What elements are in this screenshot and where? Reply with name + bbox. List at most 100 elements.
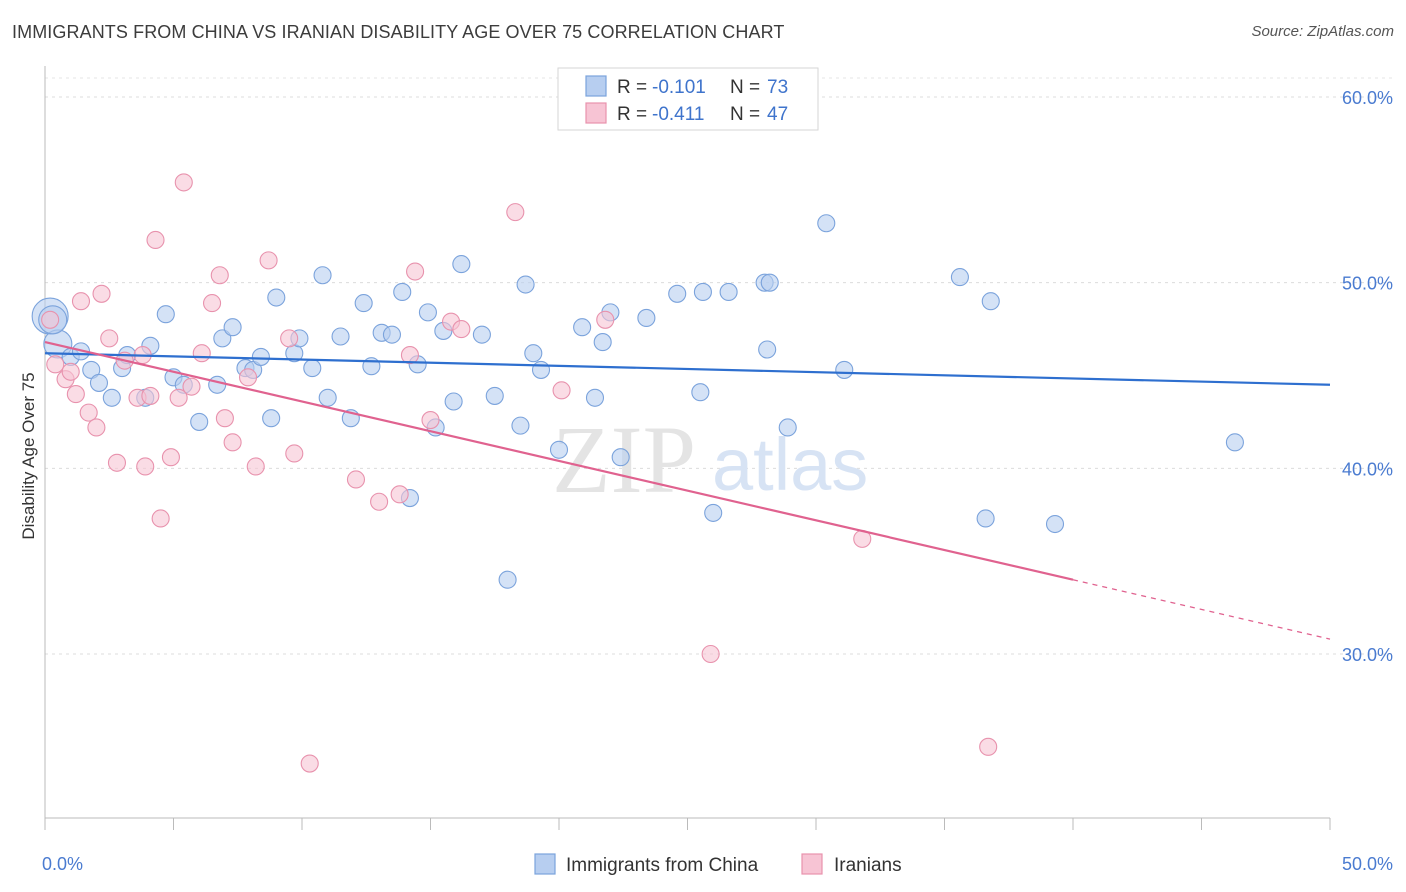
trend-line-iran-extrapolated [1072,579,1331,640]
y-tick-label-3: 60.0% [1342,88,1393,108]
iran-point-42 [596,310,615,329]
china-point-52 [593,333,612,352]
iran-point-20 [182,377,201,396]
iran-point-33 [370,492,389,511]
iran-point-35 [400,346,419,365]
china-point-41 [452,255,471,274]
china-point-21 [262,409,281,428]
legend-swatch-china [585,75,607,97]
axes [44,66,1331,830]
china-point-37 [418,303,437,322]
trend-line-china [44,352,1331,386]
iran-point-4 [66,385,85,404]
legend-n-value-iran: 47 [767,104,788,125]
iran-point-41 [552,381,571,400]
bottom-legend-label-china: Immigrants from China [566,855,759,876]
iran-point-27 [246,457,265,476]
china-point-59 [704,503,723,522]
china-point-55 [637,308,656,327]
series-legend: Immigrants from China Iranians [534,853,902,876]
y-tick-labels: 30.0% 40.0% 50.0% 60.0% [1342,88,1393,665]
chart-title: IMMIGRANTS FROM CHINA VS IRANIAN DISABIL… [12,22,785,42]
x-tick-label-0: 0.0% [42,854,83,874]
china-point-44 [498,570,517,589]
trend-line-iran [44,341,1074,581]
iran-point-39 [452,320,471,339]
china-point-70 [1045,514,1065,534]
iran-point-3 [61,362,80,381]
iran-point-10 [107,453,127,472]
china-point-34 [393,282,412,302]
china-point-46 [516,275,535,294]
china-point-17 [223,318,242,337]
china-point-71 [1225,433,1244,452]
china-point-28 [331,327,350,346]
iran-point-5 [71,292,91,311]
source-credit: Source: ZipAtlas.com [1251,23,1394,40]
china-point-49 [549,440,569,459]
china-point-56 [668,284,687,303]
china-point-45 [511,416,530,435]
legend-r-label-iran: R = [617,104,647,125]
correlation-legend: R = -0.101 N = 73 R = -0.411 N = 47 [557,67,819,131]
iran-point-43 [701,644,720,664]
iran-point-13 [136,457,155,476]
iran-point-24 [215,409,234,428]
iran-point-31 [300,754,319,773]
china-point-22 [267,288,286,307]
china-point-42 [472,325,491,344]
iran-point-8 [92,284,111,303]
bottom-legend-label-iran: Iranians [834,855,902,876]
china-point-54 [611,448,630,467]
legend-swatch-iran [585,102,607,124]
china-point-65 [817,214,836,233]
china-point-33 [382,325,402,344]
china-point-20 [251,347,270,366]
china-point-51 [585,388,605,407]
iran-point-15 [146,230,165,250]
legend-n-label-china: N = [730,77,760,98]
y-tick-label-1: 40.0% [1342,459,1393,479]
legend-r-value-iran: -0.411 [652,104,704,125]
china-point-64 [778,418,797,437]
bottom-legend-swatch-china [534,853,556,875]
iran-point-0 [41,310,60,329]
china-point-16 [213,329,232,348]
y-tick-label-2: 50.0% [1342,274,1393,294]
china-point-43 [485,386,504,405]
iran-point-21 [192,344,211,363]
iran-point-22 [203,294,222,313]
china-point-25 [303,359,322,378]
y-tick-label-0: 30.0% [1342,645,1393,665]
x-tick-labels: 0.0% 50.0% [42,854,1393,874]
iran-point-30 [285,444,304,463]
iran-point-37 [421,411,440,430]
iran-point-6 [79,403,98,422]
china-point-67 [950,268,969,287]
iran-point-23 [210,266,229,285]
iran-point-16 [151,509,170,528]
iran-point-9 [100,329,119,348]
iran-point-14 [141,386,160,405]
iran-point-45 [979,737,998,756]
china-point-26 [313,266,332,285]
x-tick-label-1: 50.0% [1342,854,1393,874]
legend-n-label-iran: N = [730,104,760,125]
china-point-63 [758,340,777,359]
china-point-57 [691,383,710,402]
china-point-5 [89,373,109,392]
iran-point-34 [390,485,409,504]
china-point-60 [719,282,738,302]
bottom-legend-swatch-iran [801,853,823,875]
legend-r-value-china: -0.101 [652,77,706,98]
iran-point-17 [161,448,180,467]
china-point-69 [981,292,1000,311]
china-point-27 [318,388,337,407]
china-point-40 [444,392,463,411]
china-point-50 [573,318,592,337]
iran-point-26 [238,368,258,387]
china-point-30 [354,294,373,313]
china-point-47 [524,344,543,363]
iran-point-40 [506,203,525,222]
